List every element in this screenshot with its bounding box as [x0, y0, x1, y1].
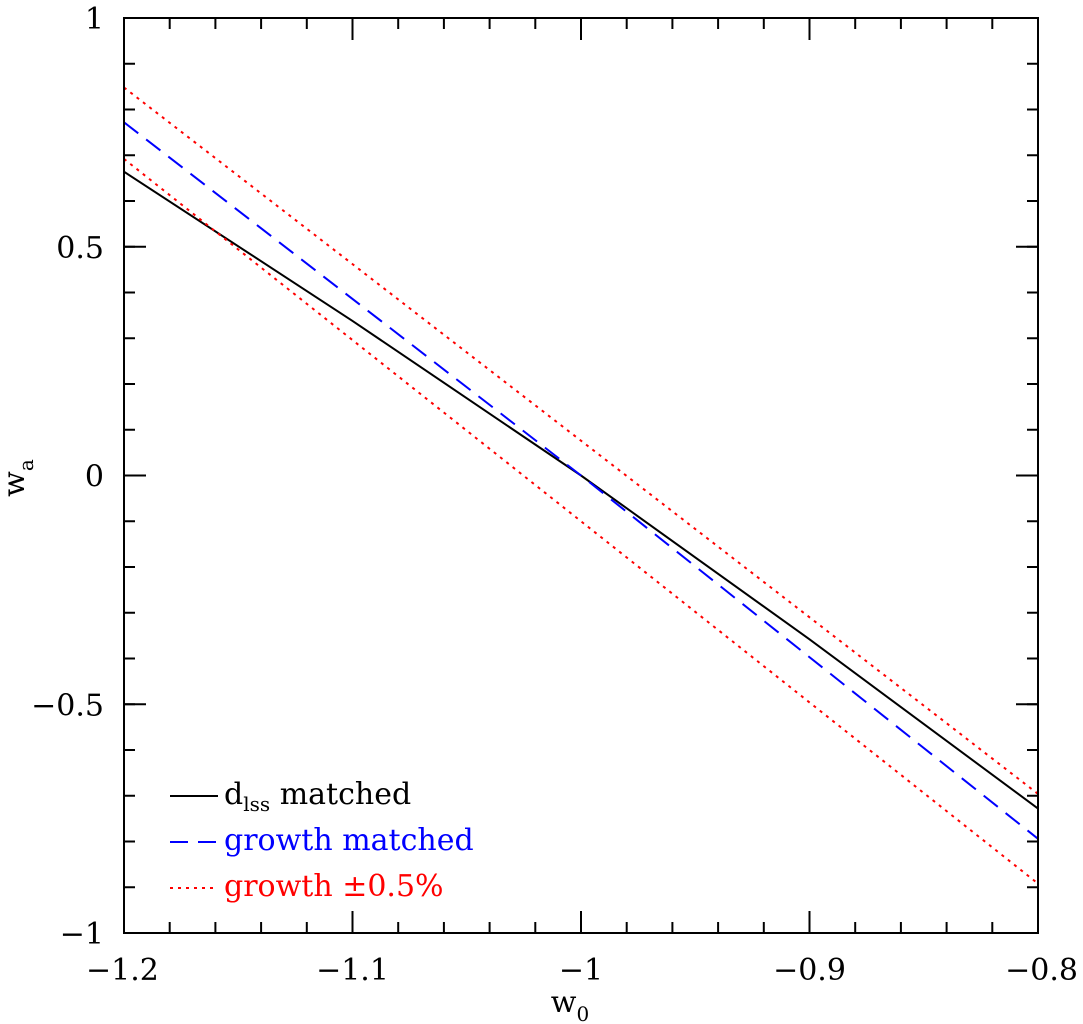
legend-label-dlss-tail: matched [270, 777, 411, 812]
legend: dlss matched growth matched growth ±0.5% [170, 777, 474, 904]
x-tick-label: −1.1 [316, 953, 389, 988]
minor-ticks [124, 18, 1038, 933]
y-axis-title-sub: a [14, 459, 38, 471]
legend-label-dlss-main: d [224, 777, 243, 812]
x-axis-title-sub: 0 [576, 1002, 589, 1024]
x-axis-title-main: w [551, 985, 577, 1020]
legend-label-growth-band-main: growth ±0.5% [224, 869, 444, 904]
y-tick-label: −0.5 [31, 688, 104, 723]
legend-label-growth-band: growth ±0.5% [224, 869, 444, 904]
series-line-dashed-1 [123, 121, 1039, 840]
x-tick-label: −1.2 [86, 953, 159, 988]
y-tick-label: 1 [85, 2, 104, 37]
x-tick-label: −0.9 [773, 953, 846, 988]
y-tick-label: 0 [85, 460, 104, 495]
y-tick-label: −1 [60, 917, 104, 952]
legend-label-dlss-matched: dlss matched [224, 777, 411, 816]
series-line-dotted-2 [123, 86, 1039, 795]
legend-label-growth-matched: growth matched [224, 823, 474, 858]
tick-labels: −1.2 −1.1 −1 −0.9 −0.8 −1 −0.5 0 0.5 1 [31, 2, 1078, 988]
legend-label-growth-matched-main: growth matched [224, 823, 474, 858]
x-tick-label: −1 [559, 953, 603, 988]
y-axis-title-main: w [0, 471, 32, 497]
series-line-solid-0 [123, 170, 1039, 810]
x-axis-title: w0 [551, 985, 589, 1024]
x-tick-label: −0.8 [1005, 953, 1078, 988]
plot-frame [123, 17, 1039, 934]
series-layer [123, 86, 1039, 885]
legend-label-dlss-sub: lss [243, 792, 270, 816]
series-line-dotted-3 [123, 158, 1039, 885]
y-axis-title: wa [0, 459, 38, 497]
y-tick-label: 0.5 [56, 231, 104, 266]
